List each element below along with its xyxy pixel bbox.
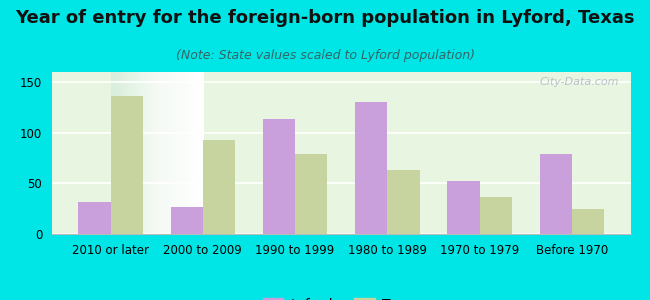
Bar [447,181,480,234]
Text: (Note: State values scaled to Lyford population): (Note: State values scaled to Lyford pop… [176,50,474,62]
Bar [295,154,328,234]
Text: Year of entry for the foreign-born population in Lyford, Texas: Year of entry for the foreign-born popul… [15,9,635,27]
Text: City-Data.com: City-Data.com [540,77,619,87]
Bar [203,140,235,234]
Bar [480,196,512,234]
Bar [263,118,295,234]
Bar [355,102,387,234]
Bar [170,207,203,234]
Bar [540,154,572,234]
Bar [111,96,143,234]
Legend: Lyford, Texas: Lyford, Texas [257,293,426,300]
Bar [387,170,420,234]
Bar [572,209,604,234]
Bar [78,202,111,234]
